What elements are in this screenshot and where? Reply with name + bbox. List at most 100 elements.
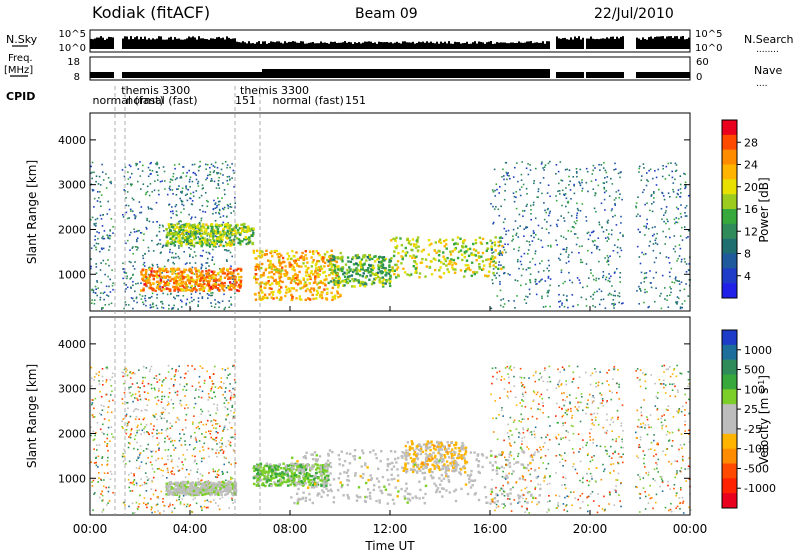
power-cell: [253, 275, 256, 279]
velocity-cell: [140, 423, 142, 426]
noise-bar: [178, 38, 180, 49]
power-cell: [92, 189, 94, 192]
power-cell: [607, 256, 610, 259]
power-cell: [330, 254, 334, 257]
power-cell: [515, 191, 517, 193]
power-cell: [151, 263, 154, 266]
power-cell: [213, 180, 216, 183]
power-cell: [143, 265, 146, 267]
power-cell: [592, 240, 594, 243]
power-cell: [227, 232, 230, 235]
power-cell: [564, 280, 566, 283]
power-cell: [363, 269, 367, 272]
power-cell: [338, 269, 341, 272]
power-cell: [243, 238, 246, 241]
power-cell: [212, 212, 214, 215]
power-cell: [145, 280, 148, 283]
velocity-cell: [185, 505, 188, 508]
noise-bar: [238, 42, 240, 49]
velocity-cell: [190, 435, 192, 438]
power-cell: [152, 221, 154, 223]
power-cell: [362, 256, 365, 259]
power-cell: [527, 267, 530, 269]
power-cell: [514, 279, 517, 281]
power-cell: [108, 208, 111, 211]
power-cell: [392, 254, 396, 258]
power-cell: [388, 281, 391, 285]
freq-bar: [456, 69, 458, 78]
velocity-cell: [171, 425, 173, 427]
velocity-cell: [205, 423, 208, 426]
noise-bar: [530, 41, 532, 49]
velocity-cell: [107, 490, 110, 493]
power-cell: [140, 298, 143, 300]
power-cell: [156, 275, 159, 279]
velocity-cell: [191, 385, 194, 387]
power-cell: [302, 277, 305, 280]
power-cell: [507, 300, 510, 302]
power-cell: [640, 282, 642, 284]
power-cell: [231, 232, 234, 236]
power-cell: [529, 244, 531, 246]
power-cell: [188, 247, 190, 249]
freq-bar: [452, 69, 454, 78]
noise-bar: [420, 42, 422, 49]
power-cell: [195, 273, 198, 276]
freq-bar: [648, 72, 650, 78]
power-cell: [368, 278, 371, 281]
power-cell: [175, 286, 179, 289]
power-cell: [646, 202, 648, 204]
power-cell: [565, 299, 568, 301]
velocity-cell: [198, 396, 200, 398]
power-cell: [141, 277, 144, 281]
freq-bar: [674, 72, 676, 78]
power-cell: [259, 256, 263, 259]
power-cell: [251, 241, 254, 245]
power-cell: [175, 237, 178, 240]
noise-bar: [164, 39, 166, 49]
velocity-cell: [129, 490, 132, 492]
power-cell: [616, 246, 619, 249]
power-cell: [213, 284, 216, 287]
freq-bar: [558, 72, 560, 78]
velocity-cell: [227, 374, 230, 376]
power-cell: [368, 254, 371, 257]
velocity-cell: [212, 373, 215, 375]
velocity-cell: [149, 450, 152, 452]
power-cell: [90, 218, 92, 221]
velocity-cell: [151, 511, 153, 514]
power-cell: [547, 275, 550, 278]
power-cell: [666, 299, 668, 301]
power-cell: [122, 214, 124, 216]
power-cell: [233, 233, 236, 236]
velocity-cell: [158, 379, 161, 381]
power-cell: [97, 287, 99, 289]
power-cell: [218, 187, 221, 189]
velocity-cell: [130, 395, 133, 397]
power-cell: [557, 170, 560, 173]
power-cell: [648, 305, 650, 308]
noise-bar: [414, 43, 416, 49]
power-cell: [394, 239, 397, 243]
power-cell: [635, 205, 637, 208]
power-cell: [485, 258, 488, 262]
velocity-cell: [164, 408, 166, 411]
power-cell: [413, 244, 416, 248]
power-cell: [225, 249, 228, 251]
velocity-cell: [158, 442, 160, 445]
velocity-cell: [132, 512, 134, 514]
velocity-cell: [138, 395, 141, 397]
power-cell: [415, 263, 418, 266]
power-cell: [289, 281, 293, 284]
power-cell: [312, 281, 316, 284]
power-cell: [470, 252, 473, 255]
power-cell: [343, 271, 346, 274]
power-cell: [530, 213, 532, 215]
power-cell: [390, 257, 393, 260]
power-cell: [492, 221, 495, 224]
power-cell: [190, 240, 194, 243]
power-cell: [268, 293, 271, 296]
velocity-cell: [194, 431, 196, 434]
power-cell: [188, 233, 190, 235]
freq-bar: [258, 72, 260, 78]
